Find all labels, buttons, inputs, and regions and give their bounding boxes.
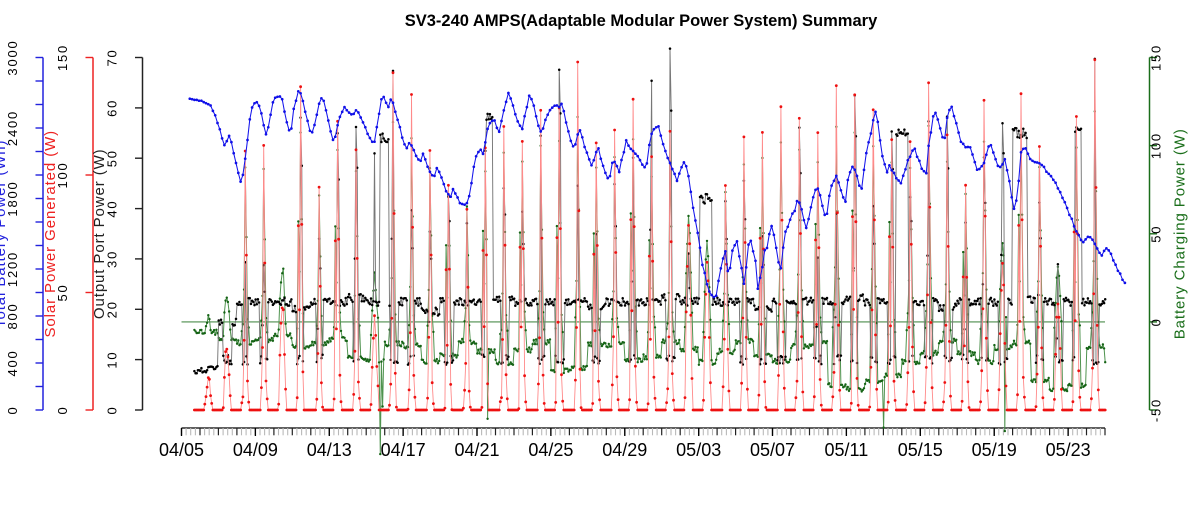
svg-text:04/05: 04/05: [159, 440, 204, 460]
svg-text:04/21: 04/21: [454, 440, 499, 460]
svg-text:0: 0: [1149, 317, 1164, 326]
svg-text:1800: 1800: [5, 180, 20, 216]
svg-text:3000: 3000: [5, 39, 20, 75]
svg-text:40: 40: [105, 200, 120, 218]
svg-text:20: 20: [105, 300, 120, 318]
svg-text:0: 0: [55, 405, 70, 414]
svg-text:SV3-240 AMPS(Adaptable Modular: SV3-240 AMPS(Adaptable Modular Power Sys…: [405, 12, 878, 30]
svg-text:2400: 2400: [5, 110, 20, 146]
svg-text:05/11: 05/11: [825, 440, 869, 460]
svg-text:50: 50: [1149, 225, 1164, 243]
svg-text:05/03: 05/03: [676, 440, 721, 460]
svg-text:05/23: 05/23: [1046, 440, 1091, 460]
svg-text:60: 60: [105, 99, 120, 117]
svg-text:50: 50: [55, 283, 70, 301]
svg-text:150: 150: [1149, 44, 1164, 71]
svg-text:05/07: 05/07: [750, 440, 795, 460]
svg-text:05/15: 05/15: [898, 440, 943, 460]
svg-text:800: 800: [5, 302, 20, 329]
svg-text:04/17: 04/17: [381, 440, 426, 460]
svg-text:05/19: 05/19: [972, 440, 1017, 460]
svg-text:Output Port Power (W): Output Port Power (W): [91, 148, 108, 319]
svg-text:Total Battery Power (Wh): Total Battery Power (Wh): [0, 140, 9, 328]
svg-text:70: 70: [105, 48, 120, 66]
svg-text:150: 150: [55, 44, 70, 71]
svg-text:Solar Power Generated (W): Solar Power Generated (W): [42, 130, 59, 338]
svg-text:0: 0: [5, 405, 20, 414]
svg-text:04/09: 04/09: [233, 440, 278, 460]
svg-text:10: 10: [105, 351, 120, 369]
svg-text:04/29: 04/29: [602, 440, 647, 460]
svg-text:100: 100: [1149, 132, 1164, 159]
svg-text:400: 400: [5, 349, 20, 376]
svg-text:-50: -50: [1149, 398, 1164, 422]
svg-text:04/25: 04/25: [528, 440, 573, 460]
svg-text:04/13: 04/13: [307, 440, 352, 460]
svg-text:0: 0: [105, 405, 120, 414]
svg-text:50: 50: [105, 149, 120, 167]
svg-text:100: 100: [55, 161, 70, 188]
svg-text:Battery Charging Power (W): Battery Charging Power (W): [1172, 128, 1189, 339]
svg-text:1200: 1200: [5, 251, 20, 287]
svg-text:30: 30: [105, 250, 120, 268]
